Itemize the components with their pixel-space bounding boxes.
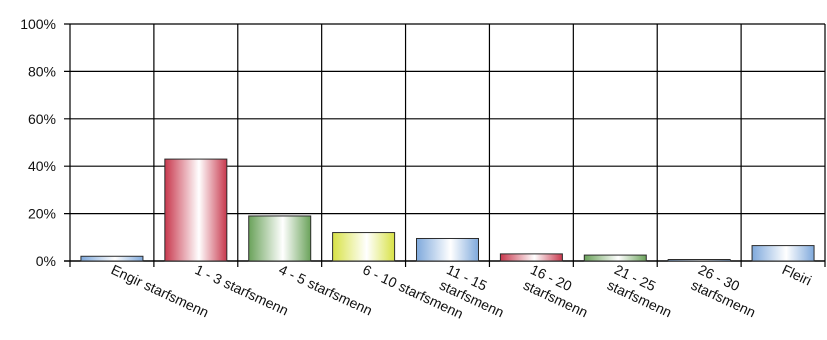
bar bbox=[332, 232, 396, 262]
bar bbox=[751, 245, 815, 262]
y-tick-label: 100% bbox=[20, 16, 56, 32]
bar bbox=[499, 253, 563, 262]
y-tick-label: 40% bbox=[28, 158, 56, 174]
y-tick-label: 20% bbox=[28, 206, 56, 222]
bar bbox=[583, 254, 647, 262]
y-axis-ticks: 0% 20% 40% 60% 80% 100% bbox=[20, 16, 56, 269]
x-category-label: 16 - 20starfsmenn bbox=[521, 261, 598, 320]
y-tick-label: 60% bbox=[28, 111, 56, 127]
x-category-label: Fleiri bbox=[780, 261, 814, 288]
bars bbox=[80, 158, 815, 262]
x-category-label: 26 - 30starfsmenn bbox=[689, 261, 766, 320]
bar bbox=[248, 215, 312, 262]
bar bbox=[667, 259, 731, 262]
x-category-label: 21 - 25starfsmenn bbox=[605, 261, 682, 320]
bar bbox=[80, 255, 144, 262]
bar bbox=[164, 158, 228, 262]
y-tick-label: 80% bbox=[28, 63, 56, 79]
x-category-label: 4 - 5 starfsmenn bbox=[276, 261, 374, 318]
bar bbox=[416, 237, 479, 262]
y-tick-label: 0% bbox=[36, 253, 56, 269]
